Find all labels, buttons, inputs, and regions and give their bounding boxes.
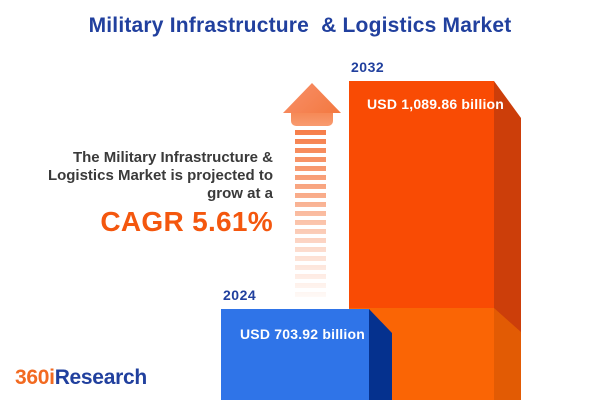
bar-2024-front xyxy=(221,309,369,400)
bar-2024-value-label: USD 703.92 billion xyxy=(240,326,365,342)
bar-2032-year-label: 2032 xyxy=(351,59,385,75)
logo-suffix: Research xyxy=(54,366,147,389)
projection-line-2: Logistics Market is projected to xyxy=(47,167,273,184)
arrow-fade-stripes xyxy=(295,130,326,298)
cagr-value: CAGR 5.61% xyxy=(100,206,273,237)
logo-prefix: 360i xyxy=(15,366,55,389)
logo: 360iResearch xyxy=(15,366,147,390)
bar-2024-side xyxy=(369,309,392,400)
bar-2024-year-label: 2024 xyxy=(223,287,257,303)
projection-line-3: grow at a xyxy=(207,185,273,202)
growth-arrow-icon xyxy=(283,83,341,299)
page-title: Military Infrastructure & Logistics Mark… xyxy=(88,14,512,37)
projection-line-1: The Military Infrastructure & xyxy=(72,149,273,166)
bar-2032-value-label: USD 1,089.86 billion xyxy=(367,96,505,112)
projection-text: The Military Infrastructure & Logistics … xyxy=(30,149,273,236)
bar-2032-side-upper xyxy=(494,81,521,333)
arrow-head xyxy=(283,83,341,113)
bar-2032-front-upper xyxy=(349,81,494,308)
